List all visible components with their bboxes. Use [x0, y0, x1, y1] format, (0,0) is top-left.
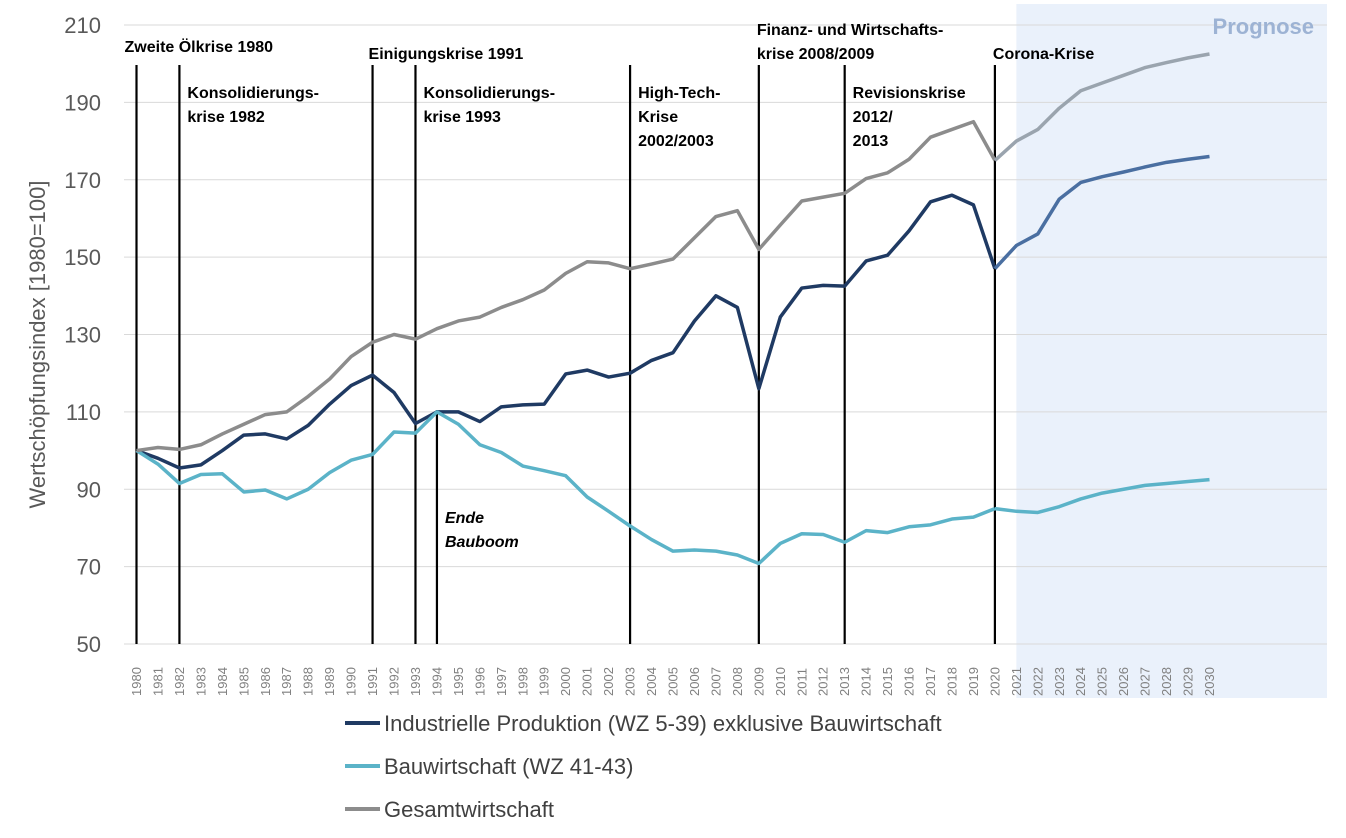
x-tick-label: 2028: [1159, 667, 1174, 696]
x-tick-label: 2014: [859, 667, 874, 696]
crisis-label: Finanz- und Wirtschafts-: [757, 22, 944, 39]
y-tick-label: 50: [77, 632, 101, 657]
forecast-band: [1016, 4, 1327, 698]
x-tick-label: 1983: [193, 667, 208, 696]
crisis-lines: [135, 65, 997, 644]
x-tick-label: 1991: [365, 667, 380, 696]
x-tick-label: 1992: [387, 667, 402, 696]
crisis-label: Bauboom: [445, 534, 519, 551]
x-tick-label: 2002: [601, 667, 616, 696]
x-tick-label: 1981: [150, 667, 165, 696]
crisis-label: Corona-Krise: [993, 46, 1094, 63]
x-tick-label: 2027: [1138, 667, 1153, 696]
x-tick-label: 2024: [1073, 667, 1088, 696]
y-tick-label: 190: [64, 90, 101, 115]
legend-entry: Gesamtwirtschaft: [384, 797, 554, 822]
crisis-label: Revisionskrise: [853, 85, 966, 102]
x-tick-label: 1993: [408, 667, 423, 696]
x-tick-label: 2009: [751, 667, 766, 696]
crisis-label: krise 1993: [423, 109, 501, 126]
x-tick-label: 1985: [236, 667, 251, 696]
series-line: [135, 410, 996, 566]
x-tick-label: 1988: [301, 667, 316, 696]
forecast-label: Prognose: [1213, 14, 1314, 39]
crisis-label: Konsolidierungs-: [187, 85, 319, 102]
x-tick-label: 2020: [987, 667, 1002, 696]
x-tick-label: 2016: [902, 667, 917, 696]
x-tick-label: 1994: [429, 667, 444, 696]
crisis-label: High-Tech-: [638, 85, 720, 102]
crisis-label: Krise: [638, 109, 678, 126]
y-tick-label: 90: [77, 477, 101, 502]
x-tick-label: 2015: [880, 667, 895, 696]
y-tick-labels: 50 70 90 110 130 150 170 190 210: [64, 13, 101, 657]
x-tick-label: 2008: [730, 667, 745, 696]
x-tick-label: 2017: [923, 667, 938, 696]
x-tick-label: 1982: [172, 667, 187, 696]
y-tick-label: 110: [66, 400, 101, 425]
gridlines: [124, 24, 1327, 645]
x-tick-label: 2029: [1181, 667, 1196, 696]
legend-entry: Bauwirtschaft (WZ 41-43): [384, 754, 633, 779]
crisis-label: Zweite Ölkrise 1980: [125, 37, 274, 56]
x-tick-label: 1998: [515, 667, 530, 696]
crisis-label: Konsolidierungs-: [423, 85, 555, 102]
crisis-label: 2013: [853, 133, 889, 150]
x-tick-label: 2022: [1030, 667, 1045, 696]
crisis-label: krise 1982: [187, 109, 265, 126]
x-tick-label: 2023: [1052, 667, 1067, 696]
x-tick-label: 2003: [623, 667, 638, 696]
x-tick-label: 2013: [837, 667, 852, 696]
x-tick-label: 2010: [773, 667, 788, 696]
x-tick-label: 1980: [129, 667, 144, 696]
x-tick-label: 1989: [322, 667, 337, 696]
x-tick-label: 2026: [1116, 667, 1131, 696]
x-tick-label: 2019: [966, 667, 981, 696]
series-line: [136, 119, 997, 453]
legend-entry: Industrielle Produktion (WZ 5-39) exklus…: [384, 711, 942, 736]
y-tick-label: 170: [64, 168, 101, 193]
series-line: [135, 193, 997, 470]
y-tick-label: 210: [64, 13, 101, 38]
x-tick-label: 1995: [451, 667, 466, 696]
series-lines: [135, 52, 1210, 566]
crisis-label: 2012/: [853, 109, 894, 126]
x-tick-label: 1990: [344, 667, 359, 696]
crisis-label: 2002/2003: [638, 133, 714, 150]
x-tick-labels: 1980 1981 1982 1983 1984 1985 1986 1987 1988 1989…: [129, 667, 1217, 696]
x-tick-label: 2005: [666, 667, 681, 696]
x-tick-label: 1984: [215, 667, 230, 696]
crisis-label: Einigungskrise 1991: [369, 46, 524, 63]
y-tick-label: 70: [77, 555, 101, 580]
x-tick-label: 2001: [580, 667, 595, 696]
x-tick-label: 2012: [816, 667, 831, 696]
y-axis-label: Wertschöpfungsindex [1980=100]: [25, 181, 50, 509]
x-tick-label: 2000: [558, 667, 573, 696]
series-line-forecast: [993, 154, 1210, 270]
x-tick-label: 2007: [708, 667, 723, 696]
y-tick-label: 150: [64, 245, 101, 270]
x-tick-label: 1997: [494, 667, 509, 696]
x-tick-label: 1986: [258, 667, 273, 696]
x-tick-label: 2025: [1095, 667, 1110, 696]
x-tick-label: 1987: [279, 667, 294, 696]
crisis-label: Ende: [445, 510, 484, 527]
x-tick-label: 2004: [644, 667, 659, 696]
x-tick-label: 1996: [472, 667, 487, 696]
x-tick-label: 2030: [1202, 667, 1217, 696]
x-tick-label: 2021: [1009, 667, 1024, 696]
x-tick-label: 2011: [794, 668, 809, 696]
x-tick-label: 2006: [687, 667, 702, 696]
series-line-forecast: [993, 52, 1210, 162]
crisis-labels: Zweite Ölkrise 1980 Konsolidierungs-krise…: [125, 22, 1095, 551]
legend: Industrielle Produktion (WZ 5-39) exklus…: [345, 711, 942, 822]
y-tick-label: 130: [64, 323, 101, 348]
x-tick-label: 1999: [537, 667, 552, 696]
crisis-label: krise 2008/2009: [757, 46, 875, 63]
x-tick-label: 2018: [944, 667, 959, 696]
series-line-forecast: [994, 477, 1210, 515]
